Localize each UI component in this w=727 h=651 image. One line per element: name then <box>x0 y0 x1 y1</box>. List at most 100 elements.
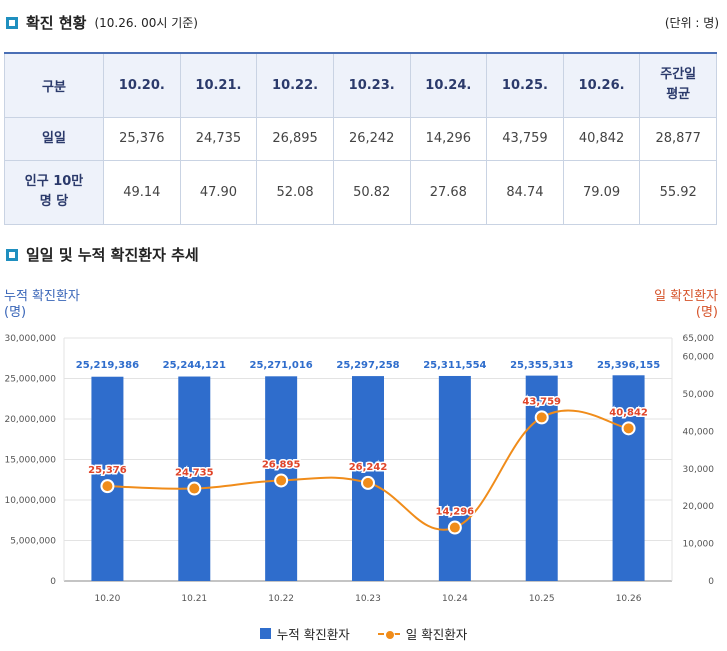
right-tick-label: 50,000 <box>683 390 715 400</box>
line-value-label: 40,842 <box>609 407 648 418</box>
line-point <box>621 421 636 436</box>
right-tick-label: 30,000 <box>683 465 715 475</box>
header-date: 10.25. <box>486 52 564 118</box>
bar <box>178 376 211 581</box>
line-point <box>534 410 549 425</box>
x-tick-label: 10.21 <box>181 594 207 604</box>
bar-value-label: 25,355,313 <box>510 360 573 371</box>
legend-line-swatch-icon <box>377 628 400 640</box>
left-axis-title: 누적 확진환자 <box>4 289 80 304</box>
section-header-status: 확진 현황 (10.26. 00시 기준) <box>6 12 198 33</box>
line-value-label: 14,296 <box>436 507 475 518</box>
line-point <box>187 481 202 496</box>
row-label-line2: 명 당 <box>39 194 69 209</box>
header-avg-line1: 주간일 <box>660 67 697 83</box>
table-row: 일일 25,376 24,735 26,895 26,242 14,296 43… <box>4 116 717 161</box>
bar-value-label: 25,271,016 <box>250 360 313 371</box>
table-cell: 50.82 <box>332 159 411 225</box>
x-tick-label: 10.25 <box>529 594 555 604</box>
header-date: 10.20. <box>103 52 181 118</box>
line-value-label: 26,895 <box>262 459 301 470</box>
header-date: 10.22. <box>256 52 334 118</box>
table-cell: 25,376 <box>103 116 181 161</box>
left-tick-label: 20,000,000 <box>4 415 56 425</box>
table-cell: 79.09 <box>562 159 641 225</box>
status-table: 구분 10.20. 10.21. 10.22. 10.23. 10.24. 10… <box>4 52 717 225</box>
legend-label: 일 확진환자 <box>405 627 468 642</box>
bar-value-label: 25,244,121 <box>163 360 226 371</box>
table-cell: 40,842 <box>562 116 641 161</box>
legend-label: 누적 확진환자 <box>276 627 350 642</box>
legend-item-cumulative: 누적 확진환자 <box>259 624 350 643</box>
line-value-label: 25,376 <box>88 465 127 476</box>
header-avg-line2: 평균 <box>666 87 691 103</box>
left-tick-label: 10,000,000 <box>4 496 56 506</box>
table-cell: 14,296 <box>409 116 488 161</box>
right-tick-label: 20,000 <box>683 502 715 512</box>
line-point <box>447 520 462 535</box>
section-title: 일일 및 누적 확진환자 추세 <box>26 246 199 264</box>
table-cell: 84.74 <box>486 159 564 225</box>
right-tick-label: 10,000 <box>683 540 715 550</box>
header-date: 10.26. <box>562 52 641 118</box>
right-axis-title: 일 확진환자 <box>654 289 718 304</box>
row-label: 일일 <box>4 116 104 161</box>
left-tick-label: 5,000,000 <box>10 537 56 547</box>
x-tick-label: 10.24 <box>442 594 468 604</box>
right-tick-label: 65,000 <box>683 334 715 344</box>
x-tick-label: 10.22 <box>268 594 294 604</box>
unit-label: (단위 : 명) <box>664 16 719 30</box>
table-cell: 26,895 <box>256 116 334 161</box>
x-tick-label: 10.20 <box>95 594 121 604</box>
line-point <box>274 473 289 488</box>
square-bullet-icon <box>6 248 18 261</box>
bar <box>612 375 645 581</box>
right-tick-label: 60,000 <box>683 353 715 363</box>
row-label-line1: 인구 10만 <box>24 174 84 189</box>
section-subtitle: (10.26. 00시 기준) <box>94 16 198 30</box>
line-point <box>361 475 375 490</box>
bar <box>525 375 558 581</box>
bar-value-label: 25,297,258 <box>336 360 399 371</box>
header-date: 10.23. <box>332 52 411 118</box>
table-cell: 49.14 <box>103 159 181 225</box>
header-weekly-average: 주간일 평균 <box>639 52 717 118</box>
trend-chart: 누적 확진환자(명)일 확진환자(명) 05,000,00010,000,000… <box>4 289 718 604</box>
table-cell: 27.68 <box>409 159 488 225</box>
left-tick-label: 15,000,000 <box>4 456 56 466</box>
right-tick-label: 0 <box>708 577 714 587</box>
table-cell: 26,242 <box>332 116 411 161</box>
section-title: 확진 현황 <box>26 14 87 32</box>
line-value-label: 24,735 <box>175 468 214 479</box>
right-axis-unit: (명) <box>696 305 718 320</box>
bar-value-label: 25,396,155 <box>597 360 660 371</box>
header-category: 구분 <box>4 52 104 118</box>
table-cell: 55.92 <box>639 159 717 225</box>
row-label: 인구 10만 명 당 <box>4 159 104 225</box>
section-header-trend: 일일 및 누적 확진환자 추세 <box>6 244 199 265</box>
bar-value-label: 25,311,554 <box>423 360 486 371</box>
square-bullet-icon <box>6 16 18 29</box>
left-tick-label: 0 <box>50 577 56 587</box>
table-header-row: 구분 10.20. 10.21. 10.22. 10.23. 10.24. 10… <box>4 52 717 118</box>
table-cell: 43,759 <box>486 116 564 161</box>
x-tick-label: 10.26 <box>616 594 642 604</box>
bar <box>91 376 124 581</box>
chart-legend: 누적 확진환자 일 확진환자 <box>0 624 727 643</box>
line-value-label: 43,759 <box>522 396 561 407</box>
table-row: 인구 10만 명 당 49.14 47.90 52.08 50.82 27.68… <box>4 159 717 225</box>
line-point <box>100 479 115 494</box>
left-tick-label: 30,000,000 <box>4 334 56 344</box>
table-cell: 24,735 <box>179 116 258 161</box>
left-tick-label: 25,000,000 <box>4 375 56 385</box>
table-cell: 47.90 <box>179 159 258 225</box>
line-value-label: 26,242 <box>349 462 388 473</box>
bar <box>438 375 471 581</box>
left-axis-unit: (명) <box>4 305 26 320</box>
x-tick-label: 10.23 <box>355 594 381 604</box>
header-date: 10.21. <box>179 52 258 118</box>
header-date: 10.24. <box>409 52 488 118</box>
legend-item-daily: 일 확진환자 <box>377 624 468 643</box>
bar-value-label: 25,219,386 <box>76 360 139 371</box>
right-tick-label: 40,000 <box>683 427 715 437</box>
